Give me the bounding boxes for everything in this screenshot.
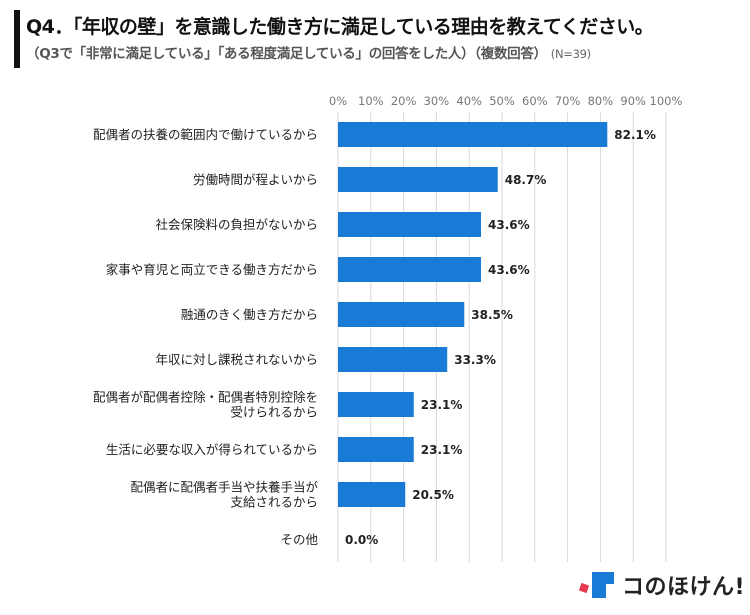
category-label: 社会保険料の負担がないから bbox=[155, 217, 318, 232]
x-tick-label: 50% bbox=[489, 94, 515, 108]
value-label: 38.5% bbox=[471, 308, 513, 322]
x-tick-label: 90% bbox=[620, 94, 646, 108]
value-label: 43.6% bbox=[488, 263, 530, 277]
bar bbox=[338, 302, 465, 327]
category-label: 配偶者の扶養の範囲内で働けているから bbox=[93, 127, 318, 142]
value-label: 43.6% bbox=[488, 218, 530, 232]
title-accent-bar bbox=[14, 10, 20, 68]
bar bbox=[338, 437, 414, 462]
category-label: 支給されるから bbox=[230, 495, 318, 510]
value-label: 23.1% bbox=[421, 398, 463, 412]
value-label: 48.7% bbox=[505, 173, 547, 187]
x-tick-label: 60% bbox=[522, 94, 548, 108]
bar bbox=[338, 347, 448, 372]
category-label: 生活に必要な収入が得られているから bbox=[106, 442, 318, 457]
bar bbox=[338, 212, 482, 237]
category-label: 受けられるから bbox=[230, 405, 318, 420]
category-label: 年収に対し課税されないから bbox=[155, 352, 318, 367]
category-label: 配偶者に配偶者手当や扶養手当が bbox=[130, 480, 318, 495]
category-label: その他 bbox=[280, 532, 318, 547]
x-tick-label: 100% bbox=[650, 94, 683, 108]
bar bbox=[338, 257, 482, 282]
category-label: 労働時間が程よいから bbox=[193, 172, 318, 187]
logo-mark-icon bbox=[578, 568, 618, 602]
x-tick-label: 20% bbox=[391, 94, 417, 108]
value-label: 82.1% bbox=[614, 128, 656, 142]
x-tick-label: 30% bbox=[424, 94, 450, 108]
bar bbox=[338, 167, 498, 192]
value-label: 33.3% bbox=[454, 353, 496, 367]
category-label: 融通のきく働き方だから bbox=[181, 307, 318, 322]
category-label: 配偶者が配偶者控除・配偶者特別控除を bbox=[93, 390, 318, 405]
value-label: 23.1% bbox=[421, 443, 463, 457]
bar bbox=[338, 482, 406, 507]
x-tick-label: 70% bbox=[555, 94, 581, 108]
value-label: 20.5% bbox=[412, 488, 454, 502]
subtitle-text: （Q3で「非常に満足している」「ある程度満足している」の回答をした人）（複数回答… bbox=[26, 46, 547, 62]
x-tick-label: 10% bbox=[358, 94, 384, 108]
value-label: 0.0% bbox=[345, 533, 378, 547]
x-tick-label: 40% bbox=[456, 94, 482, 108]
bar bbox=[338, 392, 414, 417]
chart-subtitle: （Q3で「非常に満足している」「ある程度満足している」の回答をした人）（複数回答… bbox=[26, 42, 591, 62]
logo-text: コのほけん! bbox=[622, 575, 746, 600]
x-tick-label: 80% bbox=[588, 94, 614, 108]
x-tick-label: 0% bbox=[329, 94, 347, 108]
sample-size: (N=39) bbox=[550, 47, 591, 61]
chart-title: Q4．「年収の壁」を意識した働き方に満足している理由を教えてください。 bbox=[26, 16, 654, 38]
bar bbox=[338, 122, 608, 147]
brand-logo: コのほけん! bbox=[578, 568, 745, 602]
category-label: 家事や育児と両立できる働き方だから bbox=[106, 262, 318, 277]
